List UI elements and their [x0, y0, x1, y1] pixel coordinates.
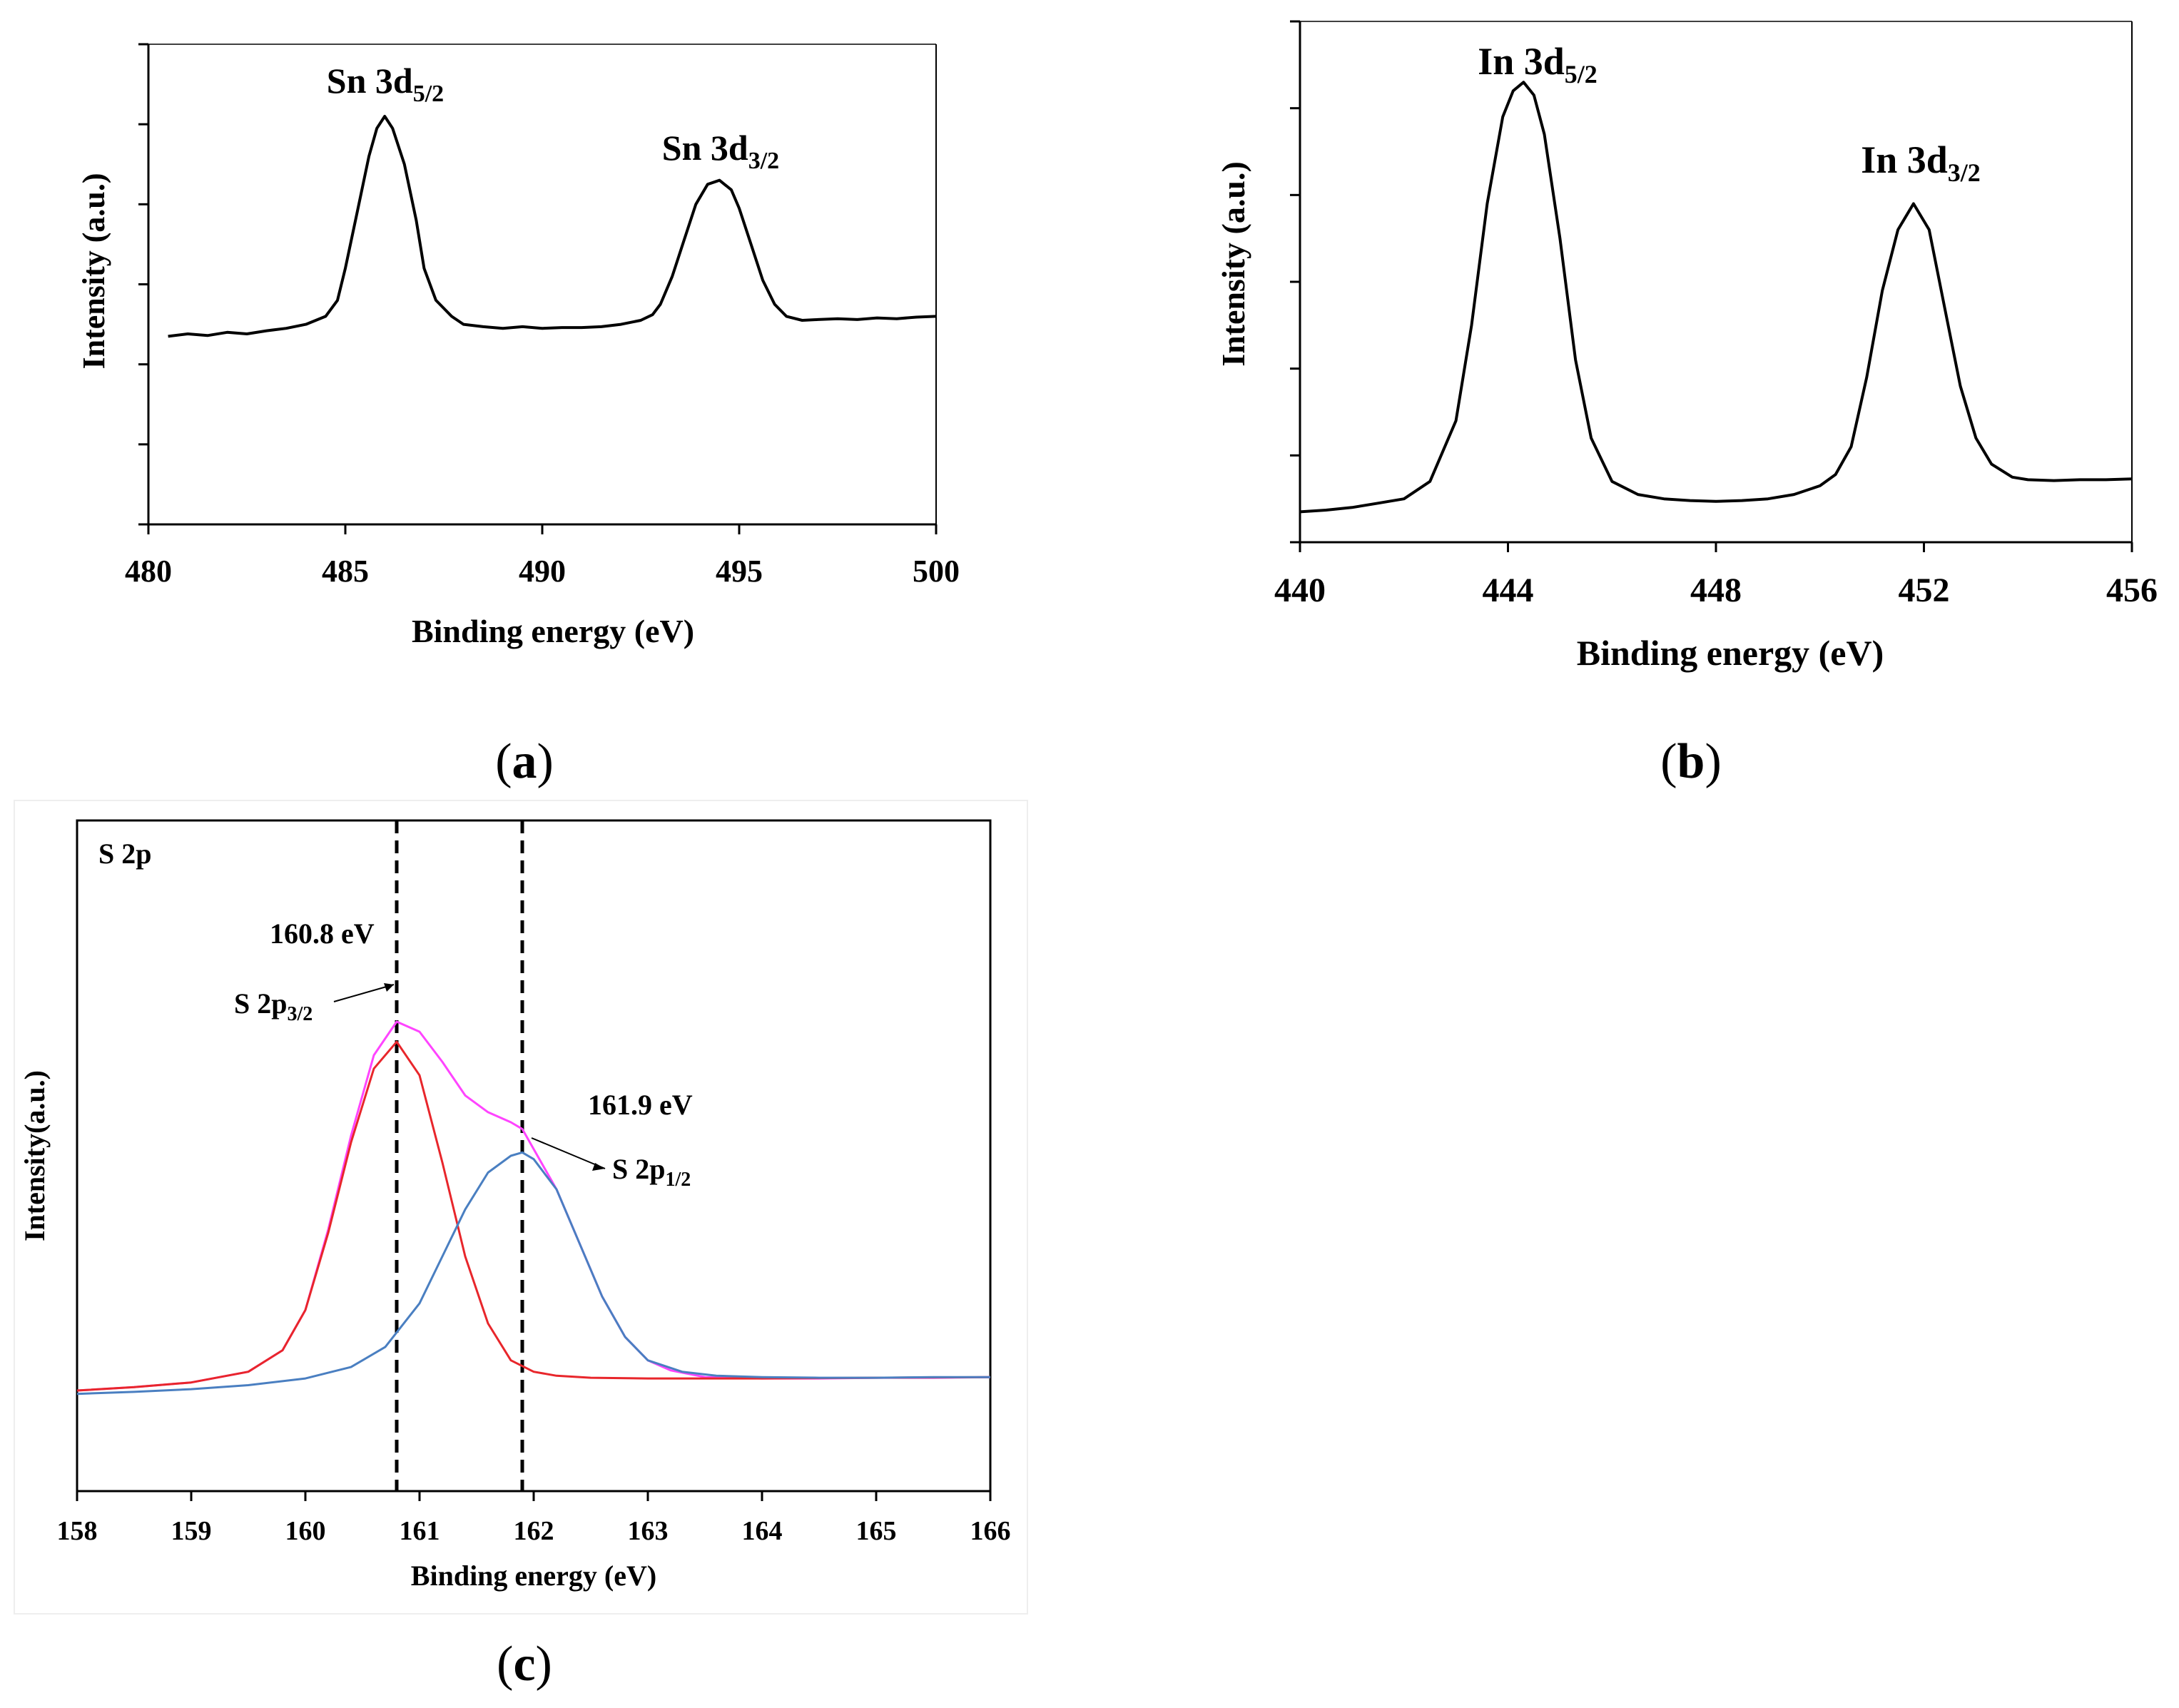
series-line-in-3d: [1299, 81, 2133, 514]
x-tick-label-a: 485: [322, 554, 369, 589]
plot-area-a: 480 485 490 495 500: [125, 43, 960, 589]
arrow-s2p12: [531, 1137, 606, 1169]
annotation-s2p12: S 2p1/2: [612, 1153, 691, 1191]
plot-area-b: 440 444 448 452 456: [1274, 20, 2158, 609]
x-tick-label-c: 160: [285, 1516, 326, 1546]
caption-b: (b): [1660, 734, 1722, 789]
x-tick-label-c: 165: [856, 1516, 897, 1546]
peak-label-a-1: Sn 3d5/2: [327, 61, 444, 107]
x-axis-label-a: Binding energy (eV): [412, 613, 694, 649]
x-tick-label-a: 500: [913, 554, 960, 589]
y-axis-label-a: Intensity (a.u.): [76, 173, 111, 369]
x-tick-label-a: 480: [125, 554, 172, 589]
peak-label-b-1: In 3d5/2: [1478, 40, 1598, 88]
annotation-s2p32: S 2p3/2: [234, 987, 313, 1025]
arrowhead-s2p32: [384, 983, 394, 992]
x-tick-label-c: 158: [57, 1516, 98, 1546]
plot-area-c: 158 159 160 161 162 163 164 165 166: [57, 819, 1011, 1546]
x-tick-label-b: 440: [1274, 571, 1326, 609]
panel-c-frame: [14, 800, 1028, 1615]
y-axis-label-c: Intensity(a.u.): [19, 1070, 51, 1241]
x-tick-label-c: 164: [742, 1516, 783, 1546]
x-axis-label-b: Binding energy (eV): [1577, 633, 1884, 673]
peak-label-b-2: In 3d3/2: [1861, 138, 1981, 187]
annotation-161-9: 161.9 eV: [588, 1089, 693, 1121]
arrowhead-s2p12: [592, 1163, 605, 1171]
x-tick-label-c: 162: [514, 1516, 554, 1546]
x-tick-label-a: 490: [519, 554, 566, 589]
x-tick-label-c: 159: [171, 1516, 212, 1546]
panel-c: 158 159 160 161 162 163 164 165 166 S 2p 160.8 e…: [14, 800, 1028, 1692]
x-tick-label-b: 448: [1690, 571, 1742, 609]
x-tick-label-c: 161: [400, 1516, 440, 1546]
annotation-160-8: 160.8 eV: [270, 917, 375, 950]
panel-c-title: S 2p: [98, 838, 152, 870]
y-axis-label-b: Intensity (a.u.): [1215, 161, 1251, 367]
x-tick-label-b: 456: [2106, 571, 2158, 609]
panel-a: 480 485 490 495 500 Sn 3d5/2 Sn 3d3/2 Bindin…: [76, 43, 960, 789]
x-tick-label-c: 163: [628, 1516, 669, 1546]
x-tick-label-b: 444: [1483, 571, 1534, 609]
series-line-sn-3d: [168, 115, 937, 338]
plot-frame-c: [76, 819, 992, 1493]
x-axis-label-c: Binding energy (eV): [411, 1560, 656, 1592]
caption-c: (c): [497, 1637, 552, 1692]
peak-label-a-2: Sn 3d3/2: [662, 128, 779, 174]
arrow-s2p32: [333, 984, 395, 1002]
series-line-s-2p3-2: [76, 1040, 991, 1392]
series-line-s-2p1-2: [76, 1151, 990, 1396]
x-tick-label-c: 166: [970, 1516, 1011, 1546]
x-tick-label-b: 452: [1899, 571, 1950, 609]
x-tick-label-a: 495: [716, 554, 763, 589]
series-line-envelope: [76, 1020, 991, 1392]
caption-a: (a): [495, 734, 554, 789]
panel-b: 440 444 448 452 456 In 3d5/2 In 3d3/2 Bindin…: [1215, 20, 2158, 789]
